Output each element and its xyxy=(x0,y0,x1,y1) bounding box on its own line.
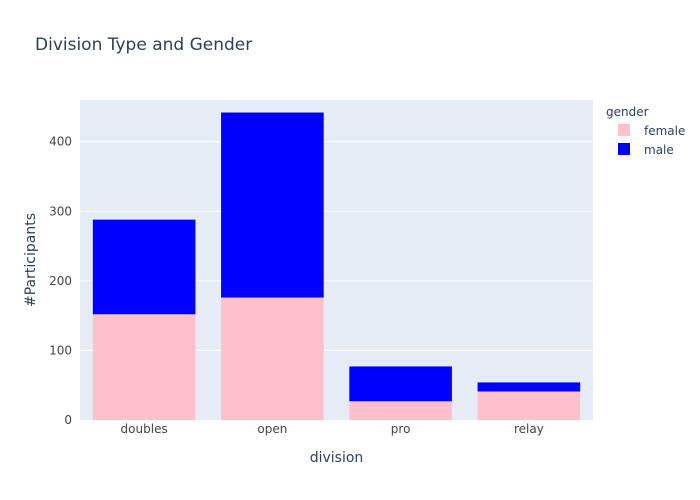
bar-male-relay xyxy=(477,382,581,392)
bar-female-pro xyxy=(349,401,452,420)
x-tick-label: doubles xyxy=(121,422,168,436)
y-tick-label: 0 xyxy=(64,413,72,427)
chart-title: Division Type and Gender xyxy=(35,35,252,55)
y-axis-ticks: 0 100 200 300 400 xyxy=(49,135,72,427)
y-tick-label: 400 xyxy=(49,135,72,149)
x-tick-label: relay xyxy=(514,422,544,436)
y-tick-label: 300 xyxy=(49,204,72,218)
legend-label-male: male xyxy=(644,143,674,157)
x-tick-label: pro xyxy=(391,422,411,436)
legend-label-female: female xyxy=(644,124,685,138)
x-axis-ticks: doubles open pro relay xyxy=(121,422,544,436)
bars xyxy=(92,112,581,420)
bar-female-relay xyxy=(477,391,581,420)
x-axis-title: division xyxy=(310,450,364,466)
bar-male-pro xyxy=(349,366,452,402)
bar-female-open xyxy=(221,297,324,420)
legend-swatch-female xyxy=(618,124,630,136)
bar-male-doubles xyxy=(92,219,196,315)
y-tick-label: 200 xyxy=(49,274,72,288)
bar-male-open xyxy=(221,112,324,298)
y-tick-label: 100 xyxy=(49,343,72,357)
legend: gender female male xyxy=(606,105,685,157)
legend-swatch-male xyxy=(618,143,630,155)
bar-female-doubles xyxy=(92,314,196,420)
x-tick-label: open xyxy=(257,422,287,436)
legend-title: gender xyxy=(606,105,649,119)
y-axis-title: #Participants xyxy=(23,213,39,307)
